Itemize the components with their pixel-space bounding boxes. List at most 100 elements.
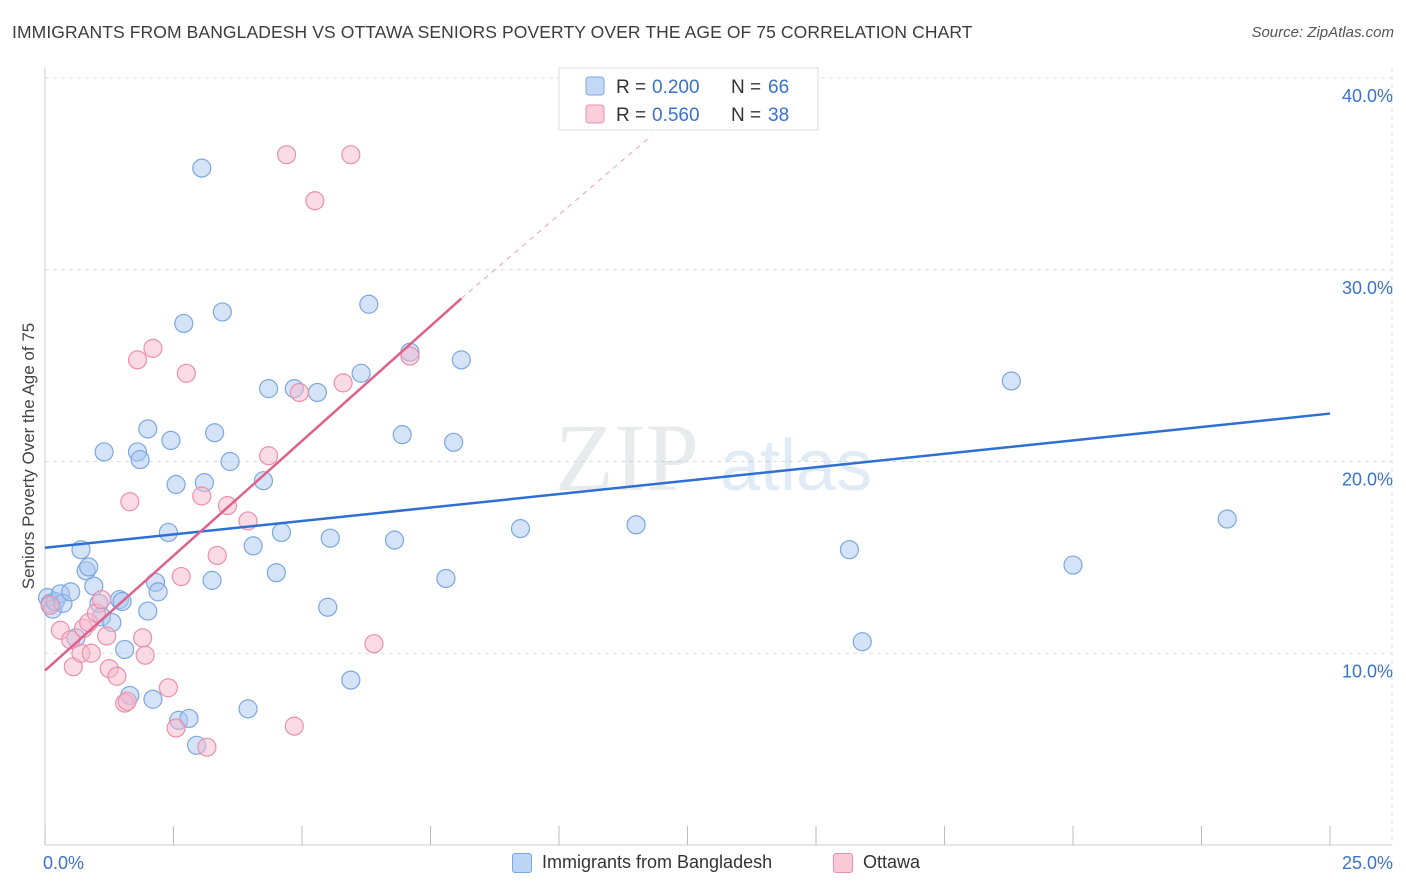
point-ottawa bbox=[171, 566, 191, 587]
point-ottawa bbox=[91, 589, 112, 610]
trend-line-ottawa-extension bbox=[461, 135, 652, 299]
point-bangladesh bbox=[626, 515, 646, 535]
point-bangladesh bbox=[839, 540, 860, 560]
point-bangladesh bbox=[510, 519, 531, 539]
trend-line-bangladesh bbox=[44, 412, 1331, 550]
point-ottawa bbox=[143, 338, 163, 358]
point-bangladesh bbox=[61, 582, 81, 602]
y-tick-label: 20.0% bbox=[1342, 470, 1393, 490]
point-bangladesh bbox=[205, 423, 225, 443]
point-bangladesh bbox=[202, 570, 222, 590]
y-axis-label: Seniors Poverty Over the Age of 75 bbox=[19, 323, 38, 589]
point-ottawa bbox=[276, 145, 297, 165]
trend-lines bbox=[44, 135, 1331, 672]
legend-swatch-blue bbox=[512, 852, 532, 873]
point-bangladesh bbox=[271, 522, 292, 543]
legend-n-value: 66 bbox=[768, 77, 789, 98]
x-tick-label: 0.0% bbox=[43, 853, 84, 873]
point-bangladesh bbox=[307, 382, 328, 403]
point-ottawa bbox=[107, 666, 127, 686]
point-bangladesh bbox=[130, 449, 150, 470]
point-ottawa bbox=[117, 691, 137, 711]
point-bangladesh bbox=[212, 302, 232, 322]
y-tick-label: 30.0% bbox=[1342, 278, 1393, 298]
point-bangladesh bbox=[444, 432, 464, 452]
point-bangladesh bbox=[320, 528, 340, 548]
point-ottawa bbox=[40, 595, 60, 615]
point-ottawa bbox=[258, 446, 279, 466]
point-ottawa bbox=[333, 373, 353, 393]
point-ottawa bbox=[97, 626, 117, 646]
point-bangladesh bbox=[192, 158, 212, 178]
legend-r-value: 0.560 bbox=[652, 105, 700, 126]
point-bangladesh bbox=[158, 522, 178, 543]
point-bangladesh bbox=[94, 442, 114, 462]
legend-item-ottawa: Ottawa bbox=[833, 852, 920, 873]
point-bangladesh bbox=[79, 557, 99, 577]
point-ottawa bbox=[135, 645, 155, 665]
axes bbox=[44, 68, 1392, 846]
point-bangladesh bbox=[451, 350, 471, 370]
point-bangladesh bbox=[115, 639, 135, 660]
point-bangladesh bbox=[359, 294, 379, 314]
trend-line-ottawa bbox=[44, 297, 463, 672]
legend-label-ottawa: Ottawa bbox=[863, 852, 921, 872]
point-ottawa bbox=[166, 718, 186, 738]
legend-n-label: N = bbox=[731, 77, 761, 98]
legend-r-value: 0.200 bbox=[652, 77, 700, 98]
point-bangladesh bbox=[436, 568, 456, 589]
point-ottawa bbox=[341, 145, 361, 165]
point-ottawa bbox=[364, 634, 384, 654]
point-ottawa bbox=[127, 350, 148, 370]
data-points bbox=[37, 145, 1237, 757]
point-bangladesh bbox=[852, 632, 872, 652]
point-ottawa bbox=[158, 678, 178, 698]
point-bangladesh bbox=[174, 313, 194, 334]
point-bangladesh bbox=[179, 708, 199, 729]
legend-bottom: Immigrants from Bangladesh Ottawa bbox=[0, 852, 1406, 878]
point-ottawa bbox=[284, 716, 304, 736]
legend-top-swatch bbox=[585, 104, 605, 124]
point-bangladesh bbox=[258, 379, 279, 399]
legend-r-label: R = bbox=[616, 77, 646, 98]
point-bangladesh bbox=[243, 536, 263, 556]
y-tick-label: 40.0% bbox=[1342, 86, 1393, 106]
point-bangladesh bbox=[238, 699, 258, 719]
point-bangladesh bbox=[138, 601, 158, 621]
point-bangladesh bbox=[1001, 371, 1021, 391]
gridlines bbox=[45, 68, 1393, 845]
legend-item-bangladesh: Immigrants from Bangladesh bbox=[512, 852, 772, 873]
point-bangladesh bbox=[220, 451, 240, 472]
point-bangladesh bbox=[148, 582, 168, 602]
point-bangladesh bbox=[318, 597, 338, 617]
point-ottawa bbox=[81, 643, 101, 663]
point-bangladesh bbox=[161, 430, 181, 451]
y-tick-label: 10.0% bbox=[1342, 661, 1393, 681]
tick-labels: 10.0% 20.0% 30.0% 40.0% 0.0% 25.0% bbox=[43, 86, 1393, 873]
point-ottawa bbox=[400, 346, 420, 366]
point-ottawa bbox=[192, 486, 212, 506]
point-bangladesh bbox=[143, 689, 163, 709]
legend-n-value: 38 bbox=[768, 105, 789, 126]
point-ottawa bbox=[176, 363, 196, 383]
watermark-atlas: atlas bbox=[720, 426, 872, 506]
point-bangladesh bbox=[266, 563, 286, 583]
legend-top: R = 0.200 N = 66 R = 0.560 N = 38 bbox=[558, 67, 819, 131]
legend-label-bangladesh: Immigrants from Bangladesh bbox=[542, 852, 773, 872]
x-tick-label: 25.0% bbox=[1342, 853, 1393, 873]
legend-r-label: R = bbox=[616, 105, 646, 126]
watermark: ZIP atlas bbox=[555, 404, 872, 511]
source-credit: Source: ZipAtlas.com bbox=[1251, 24, 1394, 41]
point-ottawa bbox=[207, 545, 227, 566]
point-bangladesh bbox=[1217, 509, 1237, 529]
legend-n-label: N = bbox=[731, 105, 761, 126]
point-bangladesh bbox=[1063, 555, 1083, 575]
legend-top-swatch bbox=[585, 76, 605, 96]
point-bangladesh bbox=[392, 425, 412, 445]
point-bangladesh bbox=[341, 670, 361, 690]
point-ottawa bbox=[133, 628, 153, 648]
point-ottawa bbox=[197, 737, 217, 757]
point-ottawa bbox=[305, 191, 325, 211]
point-bangladesh bbox=[138, 419, 158, 439]
